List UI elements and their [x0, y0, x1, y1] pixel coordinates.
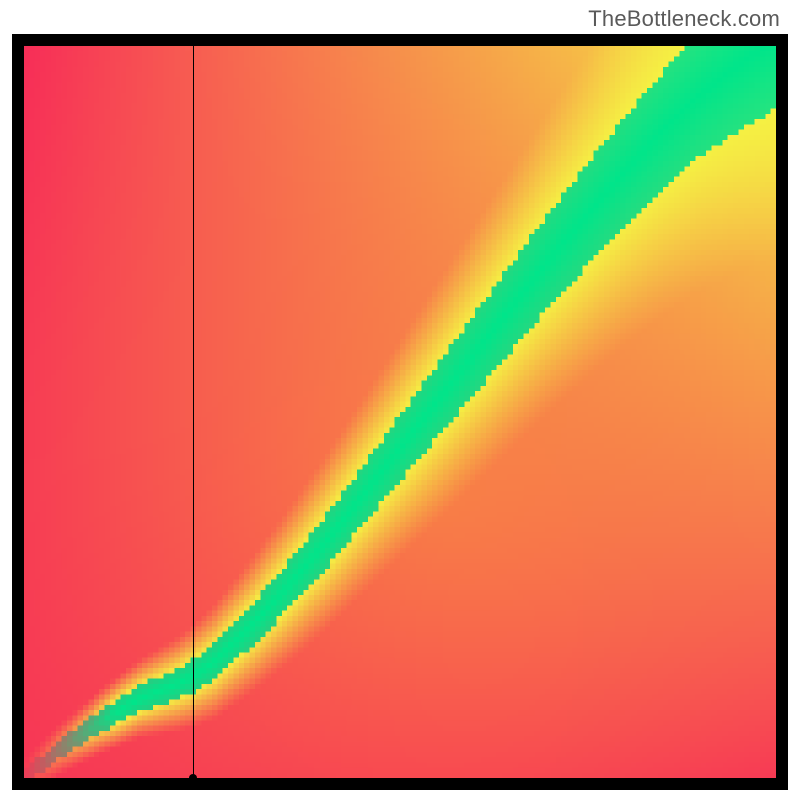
watermark-text: TheBottleneck.com: [588, 6, 780, 32]
crosshair-vertical: [193, 46, 194, 778]
heatmap-canvas: [24, 46, 776, 778]
crosshair-marker: [189, 774, 197, 778]
heatmap-plot: [24, 46, 776, 778]
